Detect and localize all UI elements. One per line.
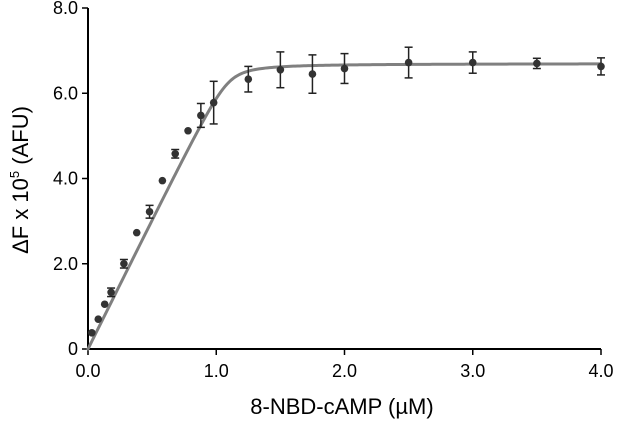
data-point (308, 70, 317, 78)
data-point (597, 62, 605, 71)
data-point (533, 59, 541, 68)
fit-layer (86, 62, 603, 351)
x-tick-label: 1.0 (204, 361, 229, 381)
data-point (145, 207, 154, 216)
y-axis-title: ΔF x 105 (AFU) (7, 106, 33, 254)
y-ticks: 0 2.0 4.0 6.0 8.0 (53, 0, 88, 359)
data-point (209, 98, 218, 107)
data-point (404, 58, 413, 67)
data-point (132, 228, 141, 237)
y-tick-label: 8.0 (53, 0, 78, 18)
data-point (100, 300, 109, 309)
y-axis-title-prefix: ΔF x 10 (8, 178, 33, 254)
y-axis-title-suffix: (AFU) (8, 106, 33, 171)
y-tick-label: 4.0 (53, 169, 78, 189)
data-point (107, 288, 115, 297)
x-tick-label: 3.0 (460, 361, 485, 381)
data-point (244, 75, 253, 83)
data-point (184, 126, 192, 135)
fit-curve (86, 62, 603, 351)
data-point (120, 259, 128, 268)
x-tick-label: 4.0 (588, 361, 613, 381)
x-tick-label: 0.0 (75, 361, 100, 381)
data-point (158, 176, 167, 185)
data-point (340, 64, 349, 73)
y-tick-label: 0 (68, 339, 78, 359)
y-tick-label: 6.0 (53, 83, 78, 103)
points-layer (88, 46, 605, 337)
data-point (468, 58, 477, 67)
x-axis-title: 8-NBD-cAMP (µM) (250, 394, 433, 419)
data-point (94, 315, 103, 323)
y-tick-label: 2.0 (53, 254, 78, 274)
x-ticks: 0.0 1.0 2.0 3.0 4.0 (75, 349, 614, 381)
x-tick-label: 2.0 (332, 361, 357, 381)
y-axis-title-superscript: 5 (7, 171, 22, 178)
data-point (197, 111, 205, 120)
data-point (276, 66, 285, 74)
data-point (88, 329, 96, 337)
data-point (171, 149, 180, 158)
